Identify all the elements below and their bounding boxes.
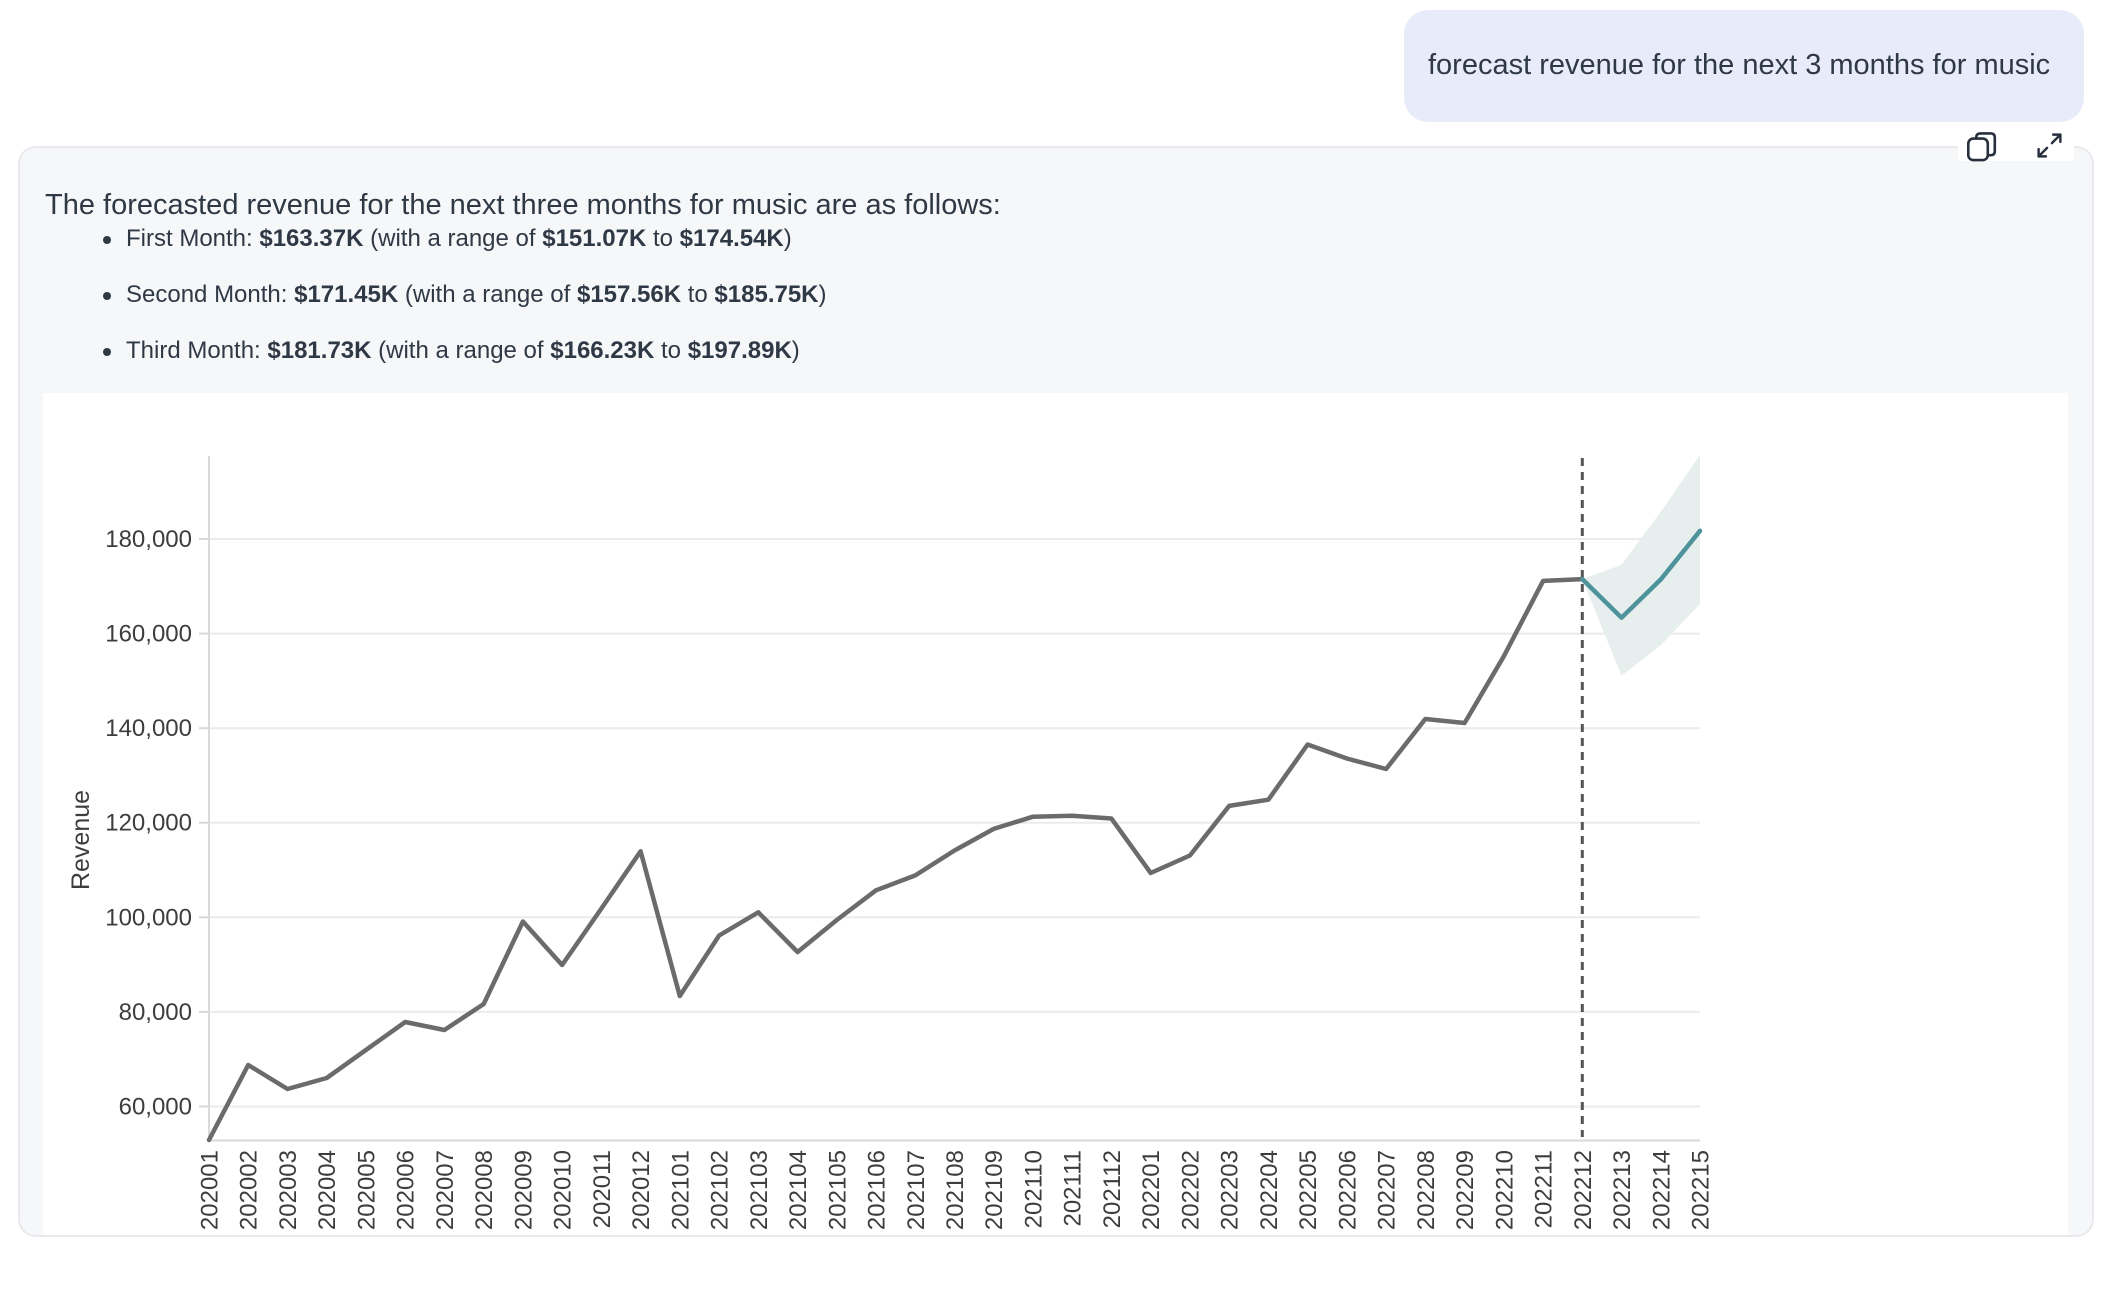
svg-text:202108: 202108 [942, 1150, 969, 1230]
svg-text:202107: 202107 [903, 1150, 930, 1230]
svg-text:80,000: 80,000 [119, 999, 192, 1026]
svg-text:202204: 202204 [1256, 1150, 1283, 1230]
svg-text:202001: 202001 [197, 1150, 224, 1230]
svg-text:202112: 202112 [1099, 1150, 1126, 1228]
svg-text:160,000: 160,000 [105, 621, 192, 648]
svg-text:Revenue: Revenue [67, 790, 95, 890]
svg-text:202208: 202208 [1413, 1150, 1440, 1230]
svg-text:202011: 202011 [589, 1150, 616, 1228]
svg-text:140,000: 140,000 [105, 715, 192, 742]
svg-text:202211: 202211 [1531, 1150, 1558, 1228]
svg-text:202214: 202214 [1648, 1150, 1675, 1230]
svg-text:202003: 202003 [275, 1150, 302, 1230]
svg-text:202101: 202101 [667, 1150, 694, 1230]
svg-text:202203: 202203 [1217, 1150, 1244, 1230]
svg-text:202012: 202012 [628, 1150, 655, 1230]
svg-text:202004: 202004 [314, 1150, 341, 1230]
svg-text:202201: 202201 [1138, 1150, 1165, 1230]
svg-text:202213: 202213 [1609, 1150, 1636, 1230]
svg-text:202005: 202005 [353, 1150, 380, 1230]
svg-text:202109: 202109 [981, 1150, 1008, 1230]
svg-text:202111: 202111 [1060, 1150, 1087, 1227]
svg-text:120,000: 120,000 [105, 810, 192, 837]
svg-text:202104: 202104 [785, 1150, 812, 1230]
svg-text:202212: 202212 [1570, 1150, 1597, 1230]
svg-text:202106: 202106 [864, 1150, 891, 1230]
svg-text:202008: 202008 [471, 1150, 498, 1230]
svg-text:202007: 202007 [432, 1150, 459, 1230]
svg-text:202105: 202105 [824, 1150, 851, 1230]
svg-text:202210: 202210 [1491, 1150, 1518, 1230]
svg-text:202009: 202009 [510, 1150, 537, 1230]
svg-text:60,000: 60,000 [119, 1094, 192, 1121]
svg-text:202209: 202209 [1452, 1150, 1479, 1230]
svg-text:202006: 202006 [393, 1150, 420, 1230]
svg-text:202206: 202206 [1334, 1150, 1361, 1230]
svg-text:202103: 202103 [746, 1150, 773, 1230]
svg-text:202010: 202010 [550, 1150, 577, 1230]
svg-text:202102: 202102 [707, 1150, 734, 1230]
svg-text:202110: 202110 [1021, 1150, 1048, 1228]
svg-text:202207: 202207 [1374, 1150, 1401, 1230]
svg-text:180,000: 180,000 [105, 526, 192, 553]
svg-text:202202: 202202 [1177, 1150, 1204, 1230]
svg-text:202215: 202215 [1688, 1150, 1715, 1230]
svg-text:100,000: 100,000 [105, 904, 192, 931]
svg-text:202205: 202205 [1295, 1150, 1322, 1230]
svg-text:202002: 202002 [236, 1150, 263, 1230]
